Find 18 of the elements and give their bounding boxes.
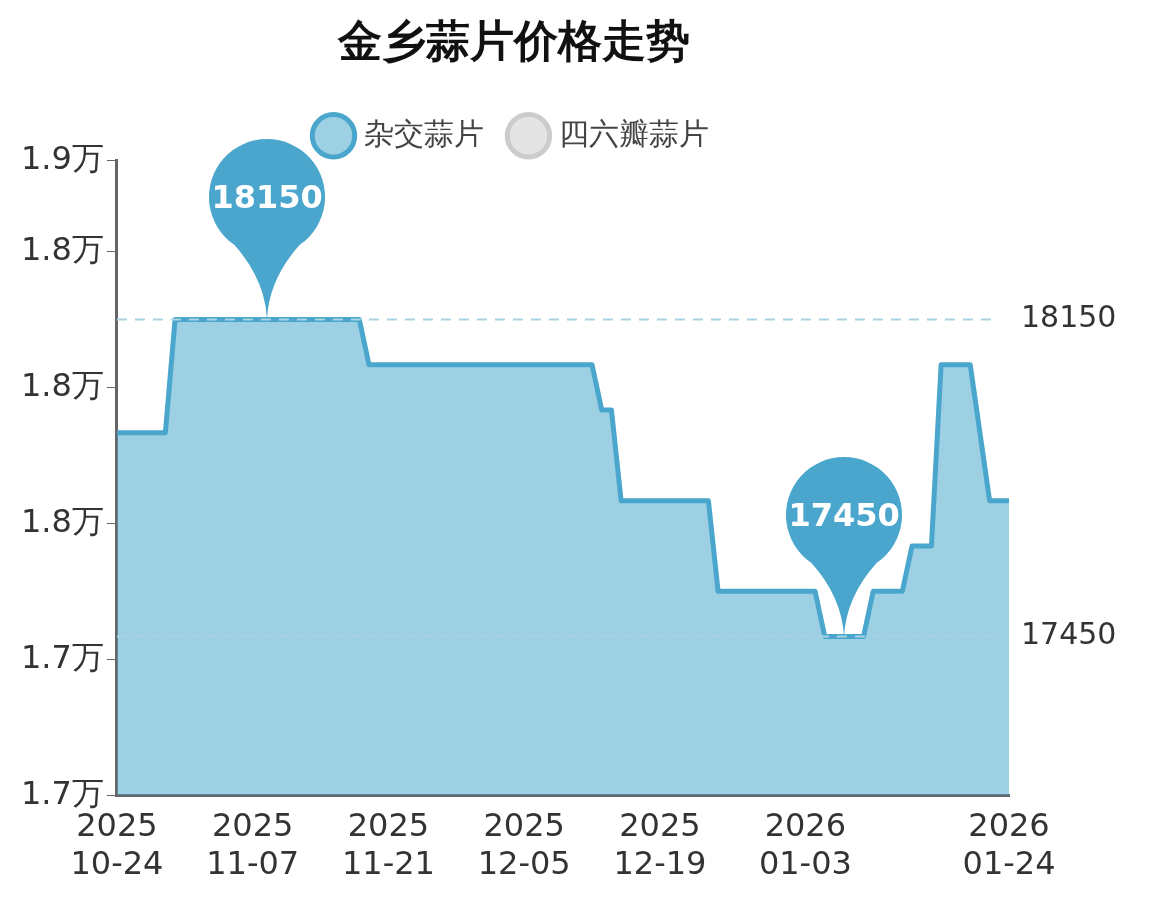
text: 17450 — [1021, 616, 1117, 652]
y-tick-label: 1.9万 — [21, 139, 104, 178]
x-tick-label: 2025 12-05 — [477, 805, 571, 883]
x-tick-label: 2025 11-21 — [341, 805, 435, 883]
y-tick-label: 1.8万 — [21, 501, 104, 540]
y-tick-label: 1.7万 — [21, 637, 104, 676]
x-tick-label: 2025 12-19 — [613, 805, 707, 883]
x-tick-label: 2025 11-07 — [206, 805, 300, 883]
y-tick-label: 1.8万 — [21, 229, 104, 268]
annotation: 18150 — [210, 177, 324, 218]
legend-label: 杂交蒜片 — [363, 115, 484, 151]
y-tick-label: 1.8万 — [21, 365, 104, 404]
x-tick-label: 2026 01-24 — [962, 805, 1056, 883]
legend-label: 四六瓣蒜片 — [558, 115, 709, 151]
x-tick-label: 2026 01-03 — [758, 805, 852, 883]
annotation: 17450 — [787, 494, 901, 535]
chart-title: 金乡蒜片价格走势 — [336, 14, 690, 66]
text: 18150 — [1021, 299, 1117, 335]
